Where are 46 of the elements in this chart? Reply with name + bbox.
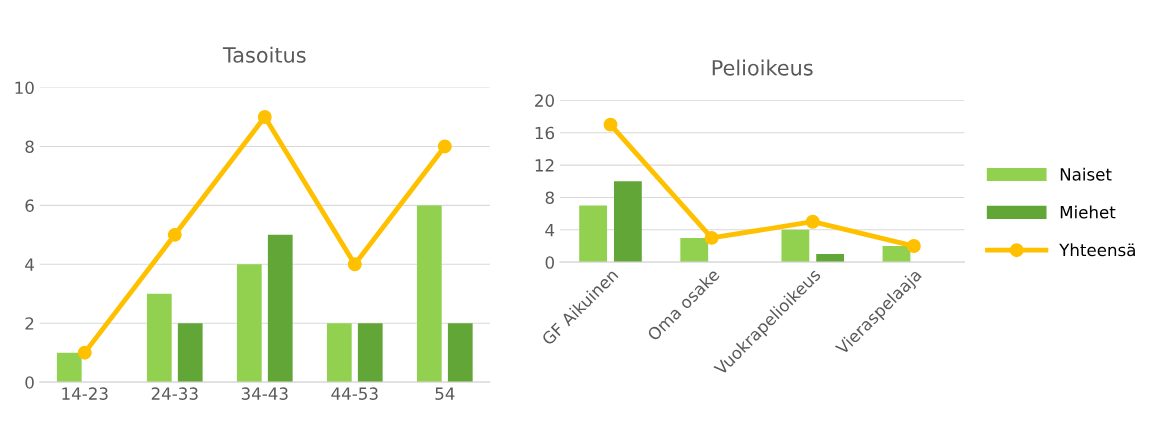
point (257, 110, 272, 124)
y-tick-label: 10 (15, 81, 34, 95)
bar (816, 254, 845, 263)
point (347, 257, 362, 272)
legend-label: Yhteensä (1059, 243, 1135, 257)
point (603, 117, 618, 132)
point (167, 227, 182, 242)
bar (357, 323, 383, 383)
bar (326, 323, 352, 383)
bar (613, 181, 642, 263)
y-tick-label: 12 (535, 159, 554, 172)
bar (579, 205, 608, 263)
y-tick-label: 0 (25, 376, 34, 389)
point (437, 139, 452, 154)
y-tick-label: 8 (545, 191, 554, 205)
bar (680, 237, 709, 263)
y-tick-label: 8 (25, 140, 34, 154)
y-tick-label: 16 (535, 126, 555, 140)
y-tick-label: 6 (25, 199, 34, 212)
x-tick-label: 24-33 (151, 387, 198, 400)
legend-label: Naiset (1060, 167, 1112, 181)
y-tick-label: 0 (545, 256, 554, 269)
bar (56, 352, 82, 383)
y-tick-label: 4 (545, 223, 555, 237)
bar (267, 234, 293, 383)
bar (177, 323, 203, 383)
y-tick-label: 20 (535, 94, 554, 107)
bar (882, 245, 911, 263)
bar (416, 205, 442, 383)
chart-title: Tasoitus (222, 46, 306, 63)
x-tick-label: 54 (435, 387, 455, 400)
bar (781, 229, 810, 263)
point (77, 345, 92, 360)
y-tick-label: 4 (25, 258, 34, 271)
x-tick-label: 14-23 (62, 387, 108, 400)
chart-title: Pelioikeus (712, 59, 813, 76)
point (906, 239, 921, 253)
x-tick-label: 34-43 (241, 387, 288, 400)
bar (447, 323, 473, 383)
y-tick-label: 2 (25, 317, 34, 330)
bar (236, 264, 262, 383)
legend-label: Miehet (1060, 205, 1116, 219)
bar (146, 293, 172, 383)
point (704, 230, 719, 245)
point (805, 214, 820, 229)
x-tick-label: 44-53 (331, 387, 378, 400)
